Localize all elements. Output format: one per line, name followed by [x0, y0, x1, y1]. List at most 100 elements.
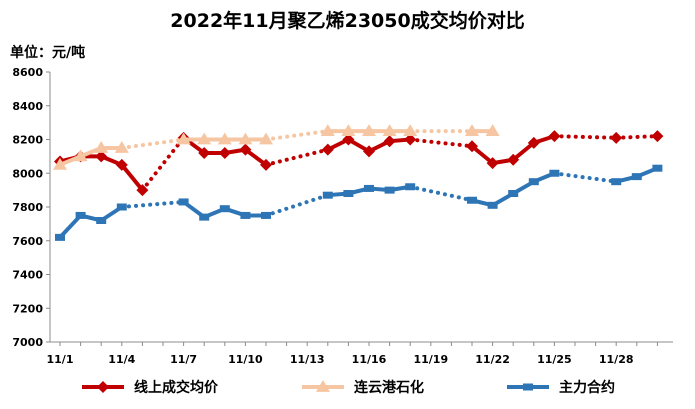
legend: 线上成交均价 连云港石化 主力合约	[0, 374, 695, 404]
y-axis-unit-label: 单位：元/吨	[10, 45, 86, 61]
legend-item: 主力合约	[505, 374, 615, 400]
data-point	[404, 133, 417, 146]
x-tick-label: 11/25	[537, 353, 572, 366]
data-point	[116, 203, 127, 211]
data-point	[320, 124, 335, 136]
data-point	[94, 140, 109, 153]
data-point	[486, 157, 499, 170]
series-2	[53, 124, 500, 170]
x-tick-label: 11/4	[108, 353, 135, 366]
y-tick-label: 7000	[12, 336, 43, 349]
data-point	[96, 217, 107, 224]
data-point	[485, 124, 500, 136]
series-gap-line	[264, 129, 330, 142]
data-point	[362, 124, 376, 136]
data-point	[198, 147, 211, 159]
data-point	[55, 233, 65, 241]
data-point	[342, 133, 355, 146]
data-point	[238, 132, 253, 145]
series-gap-line	[614, 134, 660, 140]
data-point	[218, 147, 231, 159]
data-point	[465, 124, 479, 136]
data-point	[611, 178, 622, 186]
x-tick-label: 11/28	[599, 353, 634, 366]
data-point	[199, 213, 210, 221]
x-tick-label: 11/10	[228, 353, 263, 366]
data-point	[95, 150, 108, 163]
axes	[46, 71, 673, 346]
data-point	[197, 132, 212, 145]
data-point	[528, 178, 539, 186]
data-point	[115, 158, 128, 171]
data-point	[217, 132, 232, 145]
data-point	[467, 196, 477, 204]
data-point	[260, 158, 272, 171]
y-tick-label: 7200	[12, 302, 43, 315]
series-gap-line	[140, 135, 186, 193]
x-tick-label: 11/16	[352, 353, 387, 366]
data-point	[75, 211, 86, 219]
y-tick-labels: 7000 7200 7400 7600 7800 8000 8200 8400 8600	[12, 66, 43, 349]
series-gap-line	[264, 147, 330, 167]
data-point	[240, 211, 251, 219]
x-tick-label: 11/19	[413, 353, 448, 366]
data-point	[466, 140, 478, 153]
data-point	[176, 132, 191, 145]
legend-item: 线上成交均价	[80, 374, 218, 400]
series-gap-line	[408, 184, 474, 203]
data-point	[219, 205, 230, 213]
data-point	[364, 184, 374, 192]
data-point	[610, 131, 623, 144]
data-point	[403, 124, 418, 136]
x-tick-label: 11/13	[290, 353, 325, 366]
x-tick-label: 11/22	[475, 353, 510, 366]
series-gap-line	[552, 171, 619, 184]
legend-swatch	[302, 380, 344, 392]
y-tick-label: 7400	[12, 269, 43, 282]
legend-marker	[523, 383, 533, 391]
data-point	[343, 190, 354, 197]
data-point	[261, 211, 271, 219]
legend-marker	[316, 380, 330, 392]
chart-title: 2022年11月聚乙烯23050成交均价对比	[170, 10, 525, 32]
data-point	[487, 201, 498, 209]
data-point	[321, 143, 334, 156]
series-gap-line	[408, 137, 474, 149]
legend-label: 连云港石化	[354, 380, 424, 396]
data-point	[652, 164, 663, 172]
data-point	[363, 145, 375, 158]
data-point	[508, 190, 519, 197]
legend-swatch	[507, 383, 549, 391]
legend-item: 连云港石化	[300, 374, 424, 400]
data-point	[507, 153, 520, 166]
series-gap-line	[119, 199, 186, 209]
data-point	[136, 184, 149, 197]
y-tick-label: 7600	[12, 235, 43, 248]
data-point	[178, 198, 189, 206]
series-gap-line	[119, 137, 186, 150]
series-gap-line	[552, 134, 619, 140]
data-point	[549, 169, 560, 177]
series-line	[470, 144, 494, 165]
data-point	[341, 124, 356, 136]
series-1	[54, 130, 664, 197]
series-layer	[53, 124, 664, 241]
data-point	[631, 173, 642, 181]
legend-label: 线上成交均价	[134, 380, 218, 396]
x-tick-label: 11/7	[170, 353, 197, 366]
y-tick-label: 8600	[12, 66, 43, 79]
legend-swatch	[82, 381, 124, 393]
series-line	[58, 214, 83, 239]
data-point	[405, 183, 416, 191]
data-point	[382, 124, 397, 136]
series-line	[511, 141, 536, 162]
y-tick-label: 8400	[12, 100, 43, 113]
data-point	[114, 140, 129, 153]
y-tick-label: 8200	[12, 134, 43, 147]
x-tick-labels: 11/1 11/4 11/7 11/10 11/13 11/16 11/19 11/22 11/…	[47, 353, 634, 366]
data-point	[384, 186, 395, 194]
series-3	[55, 164, 663, 241]
data-point	[548, 130, 561, 143]
data-point	[322, 191, 333, 199]
